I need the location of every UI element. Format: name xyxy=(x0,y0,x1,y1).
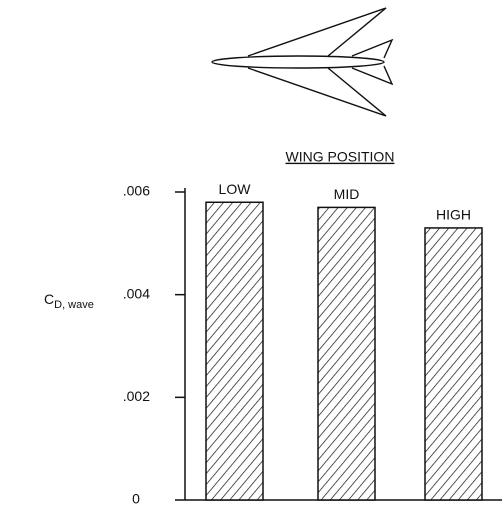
bar xyxy=(317,206,376,501)
y-label-main: C xyxy=(44,291,54,307)
y-label-subscript: D, wave xyxy=(54,299,94,311)
y-tick-label: .004 xyxy=(123,285,150,301)
category-label: MID xyxy=(334,186,360,202)
chart-title: WING POSITION xyxy=(286,149,395,165)
y-tick-label: 0 xyxy=(132,491,140,507)
y-tick-label: .006 xyxy=(123,183,150,199)
bar xyxy=(205,201,264,501)
y-tick-label: .002 xyxy=(123,388,150,404)
category-label: LOW xyxy=(219,181,252,197)
bar xyxy=(424,227,483,501)
y-axis-label: CD, wave xyxy=(44,291,94,311)
airplane-drawing xyxy=(211,7,394,117)
category-label: HIGH xyxy=(436,207,471,223)
